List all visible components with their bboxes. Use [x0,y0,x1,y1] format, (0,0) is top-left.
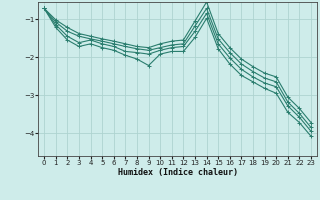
X-axis label: Humidex (Indice chaleur): Humidex (Indice chaleur) [118,168,238,177]
